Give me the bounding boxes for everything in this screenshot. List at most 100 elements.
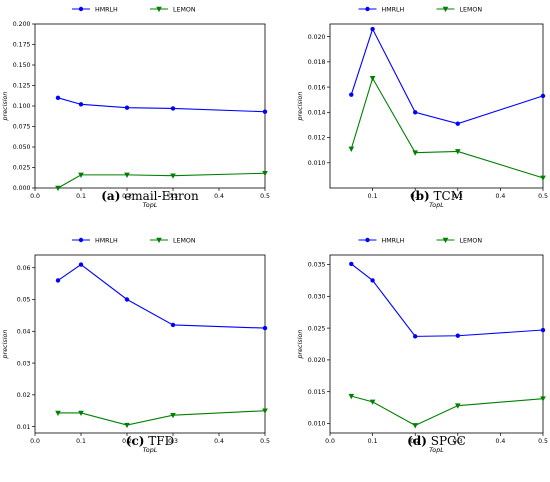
x-axis-label: TopL <box>143 446 158 454</box>
legend-label-lemon: LEMON <box>173 6 196 13</box>
y-tick-label: 0.02 <box>17 392 31 399</box>
x-tick-label: 0.5 <box>260 438 270 445</box>
panel-caption: (a) email-Enron <box>101 189 199 203</box>
legend-marker-hmrlh <box>78 237 84 243</box>
data-point-hmrlh <box>78 262 84 267</box>
legend-label-hmrlh: HMRLH <box>95 237 118 244</box>
x-tick-label: 0.1 <box>368 193 378 200</box>
data-point-lemon <box>455 403 461 409</box>
data-point-hmrlh <box>349 261 354 267</box>
x-tick-label: 0.4 <box>495 193 505 200</box>
legend-marker-lemon <box>442 6 449 13</box>
y-tick-label: 0.030 <box>308 294 326 301</box>
data-point-lemon <box>412 423 418 429</box>
legend-label-lemon: LEMON <box>460 237 483 244</box>
data-point-lemon <box>78 410 84 417</box>
panel-caption: (b) TCM <box>410 189 463 203</box>
chart-panel-2: 0.0 0.1 0.2 0.3 0.4 0.5 0.01 0.02 0.03 0.04 0.05 0.… <box>1 237 270 454</box>
x-tick-label: 0.2 <box>410 438 420 445</box>
legend-label-lemon: LEMON <box>460 6 483 13</box>
y-tick-label: 0.04 <box>17 328 31 335</box>
legend-marker-lemon <box>156 6 162 13</box>
data-point-lemon <box>124 172 130 178</box>
y-tick-label: 0.012 <box>308 135 326 142</box>
series-line-lemon <box>351 395 544 426</box>
caption-text: TCM <box>430 189 463 203</box>
data-point-hmrlh <box>455 121 460 126</box>
data-point-lemon <box>412 150 418 156</box>
caption-tag: (a) <box>101 189 120 203</box>
x-tick-label: 0.2 <box>122 193 132 200</box>
series-line-hmrlh <box>57 97 266 113</box>
y-tick-label: 0.01 <box>17 424 31 431</box>
data-point-hmrlh <box>78 102 84 107</box>
data-point-hmrlh <box>55 278 61 283</box>
y-axis-label: precision <box>1 330 9 360</box>
y-tick-label: 0.010 <box>308 160 326 167</box>
caption-text: SPGC <box>427 434 466 448</box>
x-tick-label: 0.3 <box>168 193 178 200</box>
x-tick-label: 0.1 <box>76 438 86 445</box>
data-point-lemon <box>540 396 546 402</box>
x-tick-label: 0.1 <box>76 193 86 200</box>
data-point-hmrlh <box>413 334 418 339</box>
data-point-lemon <box>55 410 61 417</box>
legend-label-hmrlh: HMRLH <box>382 237 405 244</box>
series-line-hmrlh <box>350 27 544 125</box>
data-point-hmrlh <box>455 333 460 338</box>
caption-text: email-Enron <box>120 189 199 203</box>
data-point-hmrlh <box>370 26 375 32</box>
y-axis-label: precision <box>296 92 304 122</box>
x-tick-label: 0.2 <box>122 438 132 445</box>
x-axis-label: TopL <box>429 201 444 209</box>
chart-panel-0: 0.0 0.1 0.2 0.3 0.4 0.5 0.000 0.025 0.050 0.075 0.… <box>1 6 270 209</box>
data-point-lemon <box>455 149 461 155</box>
series-line-lemon <box>350 76 544 179</box>
series-line-lemon <box>57 172 266 189</box>
y-axis-label: precision <box>296 330 304 360</box>
data-point-hmrlh <box>124 297 130 302</box>
y-tick-label: 0.100 <box>13 103 31 110</box>
data-point-lemon <box>369 399 376 405</box>
x-axis-label: TopL <box>143 201 158 209</box>
legend-marker-hmrlh <box>78 6 84 12</box>
y-tick-label: 0.020 <box>308 357 326 364</box>
legend-marker-hmrlh <box>365 6 370 12</box>
x-tick-label: 0.2 <box>410 193 420 200</box>
y-tick-label: 0.020 <box>308 34 326 41</box>
y-tick-label: 0.075 <box>13 124 31 131</box>
y-tick-label: 0.000 <box>13 185 31 192</box>
x-tick-label: 0.1 <box>368 438 378 445</box>
data-point-hmrlh <box>170 322 176 328</box>
data-point-hmrlh <box>540 93 546 99</box>
data-point-hmrlh <box>413 110 418 115</box>
x-tick-label: 0.0 <box>30 193 40 200</box>
data-point-lemon <box>348 146 355 152</box>
data-point-hmrlh <box>349 92 354 97</box>
data-point-lemon <box>124 422 130 429</box>
data-point-lemon <box>262 408 268 414</box>
y-tick-label: 0.050 <box>13 144 31 151</box>
caption-text: TFD <box>144 434 174 448</box>
series-line-hmrlh <box>350 263 544 337</box>
y-tick-label: 0.010 <box>308 421 326 428</box>
x-tick-label: 0.4 <box>214 438 224 445</box>
y-tick-label: 0.016 <box>308 84 326 91</box>
y-axis-label: precision <box>1 92 9 122</box>
x-tick-label: 0.3 <box>453 438 463 445</box>
series-line-lemon <box>58 410 266 426</box>
series-line-hmrlh <box>57 263 266 329</box>
data-point-lemon <box>55 185 61 192</box>
x-tick-label: 0.4 <box>495 438 505 445</box>
data-point-lemon <box>170 412 176 419</box>
legend-marker-lemon <box>156 237 162 244</box>
data-point-hmrlh <box>370 278 375 283</box>
axes-frame <box>329 254 544 434</box>
data-point-lemon <box>170 173 176 179</box>
data-point-lemon <box>262 171 268 177</box>
data-point-hmrlh <box>262 109 268 114</box>
y-tick-label: 0.05 <box>17 297 31 304</box>
y-tick-label: 0.06 <box>17 265 31 272</box>
y-tick-label: 0.200 <box>13 21 31 28</box>
data-point-hmrlh <box>55 95 61 101</box>
